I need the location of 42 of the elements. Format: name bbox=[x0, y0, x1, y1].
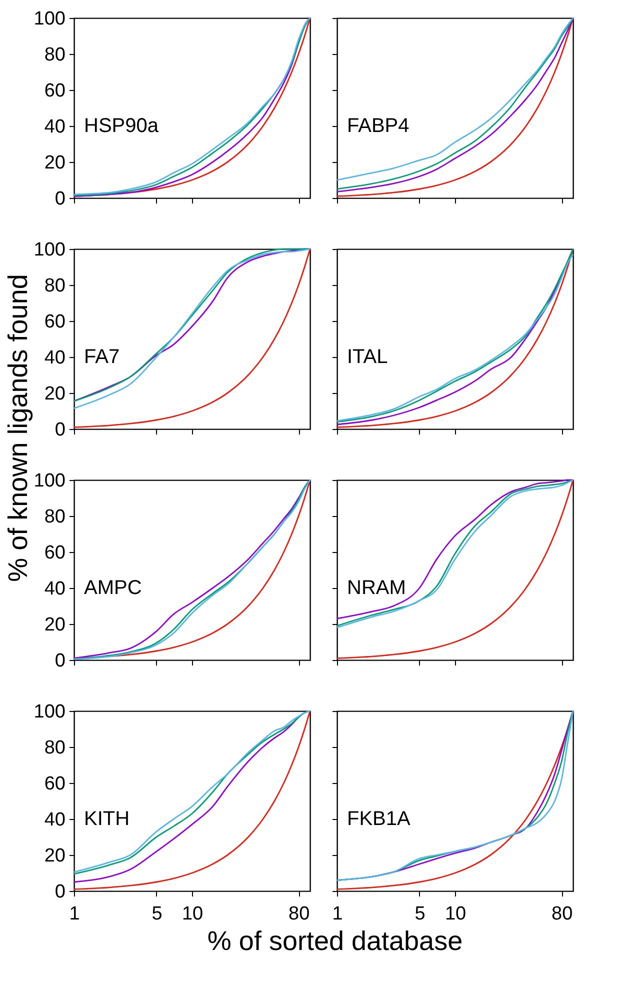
y-tick-label: 100 bbox=[34, 8, 66, 30]
annotation: FA7 bbox=[84, 346, 120, 368]
y-tick-label: 80 bbox=[44, 738, 66, 758]
x-axis-title: % of sorted database bbox=[207, 926, 463, 956]
y-tick-label: 100 bbox=[34, 702, 66, 722]
x-tick-label: 80 bbox=[288, 904, 310, 924]
y-tick-label: 20 bbox=[44, 384, 66, 404]
y-tick-label: 60 bbox=[44, 80, 66, 102]
y-tick-label: 60 bbox=[44, 542, 66, 564]
x-tick-label: 5 bbox=[152, 904, 162, 924]
annotation: FKB1A bbox=[347, 808, 412, 830]
y-tick-label: 40 bbox=[44, 578, 66, 600]
x-tick-label: 5 bbox=[414, 904, 426, 924]
y-tick-label: 80 bbox=[44, 506, 66, 528]
x-tick-label: 1 bbox=[69, 904, 80, 924]
y-tick-label: 0 bbox=[54, 420, 66, 440]
y-tick-label: 100 bbox=[34, 470, 66, 492]
annotation: AMPC bbox=[84, 577, 142, 599]
annotation: FABP4 bbox=[347, 115, 410, 137]
y-tick-label: 40 bbox=[44, 116, 66, 138]
x-tick-label: 10 bbox=[444, 904, 466, 924]
y-tick-label: 60 bbox=[44, 312, 66, 332]
y-tick-label: 80 bbox=[44, 44, 66, 66]
x-tick-label: 10 bbox=[182, 904, 204, 924]
y-tick-label: 0 bbox=[54, 882, 66, 902]
y-tick-label: 20 bbox=[44, 846, 66, 866]
y-tick-label: 100 bbox=[34, 240, 66, 260]
x-tick-label: 1 bbox=[332, 904, 343, 924]
y-tick-label: 20 bbox=[44, 152, 66, 174]
annotation: ITAL bbox=[347, 346, 388, 368]
y-axis-title: % of known ligands found bbox=[3, 274, 33, 582]
y-tick-label: 0 bbox=[54, 650, 66, 672]
y-tick-label: 40 bbox=[44, 348, 66, 368]
annotation: KITH bbox=[84, 808, 130, 830]
annotation: NRAM bbox=[347, 577, 406, 599]
y-tick-label: 20 bbox=[44, 614, 66, 636]
annotation: HSP90a bbox=[84, 115, 160, 137]
y-tick-label: 80 bbox=[44, 276, 66, 296]
y-tick-label: 60 bbox=[44, 774, 66, 794]
x-tick-label: 80 bbox=[551, 904, 573, 924]
y-tick-label: 40 bbox=[44, 810, 66, 830]
y-tick-label: 0 bbox=[54, 188, 66, 210]
